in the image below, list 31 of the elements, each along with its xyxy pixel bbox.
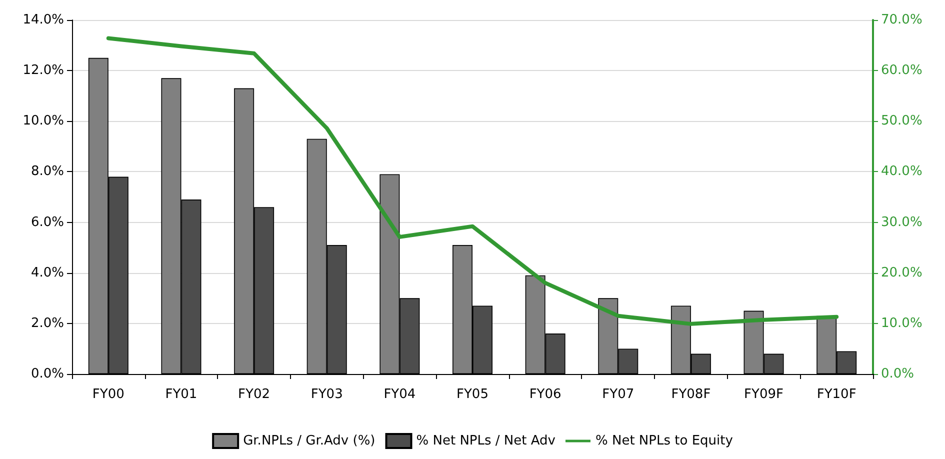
y2-tick-label: 30.0% [881, 214, 922, 230]
x-tick-label: FY03 [310, 387, 343, 402]
y2-tick-label: 60.0% [881, 63, 922, 78]
line-series [106, 36, 839, 326]
x-tick-label: FY07 [602, 387, 634, 402]
y2-tick-label: 10.0% [881, 316, 922, 331]
y-tick-label: 12.0% [22, 63, 64, 78]
x-tick-label: FY02 [238, 387, 270, 402]
x-tick-label: FY06 [529, 387, 562, 402]
x-tick-label: FY04 [384, 387, 416, 402]
y-tick-label: 4.0% [30, 265, 64, 280]
x-tick-label: FY09F [744, 387, 784, 402]
x-tick-label: FY08F [671, 387, 711, 402]
x-tick-label: FY00 [92, 387, 124, 402]
x-tick-label: FY10F [816, 387, 856, 402]
x-tick-label: FY05 [456, 387, 488, 402]
legend-label: Gr.NPLs / Gr.Adv (%) [243, 434, 376, 448]
y-tick-label: 6.0% [30, 214, 64, 230]
y2-tick-label: 70.0% [881, 12, 922, 28]
legend-label: % Net NPLs / Net Adv [416, 434, 556, 448]
x-tick-label: FY01 [165, 387, 198, 402]
y2-tick-label: 50.0% [881, 114, 922, 129]
y2-tick-label: 20.0% [881, 265, 922, 280]
y-tick-label: 2.0% [30, 316, 64, 331]
y-tick-label: 0.0% [30, 366, 64, 382]
legend-label: % Net NPLs to Equity [595, 434, 734, 448]
y-tick-label: 10.0% [22, 114, 64, 129]
y-tick-label: 14.0% [22, 12, 64, 28]
y-tick-label: 8.0% [30, 164, 64, 180]
y2-tick-label: 0.0% [881, 366, 914, 382]
y2-tick-label: 40.0% [881, 164, 922, 180]
